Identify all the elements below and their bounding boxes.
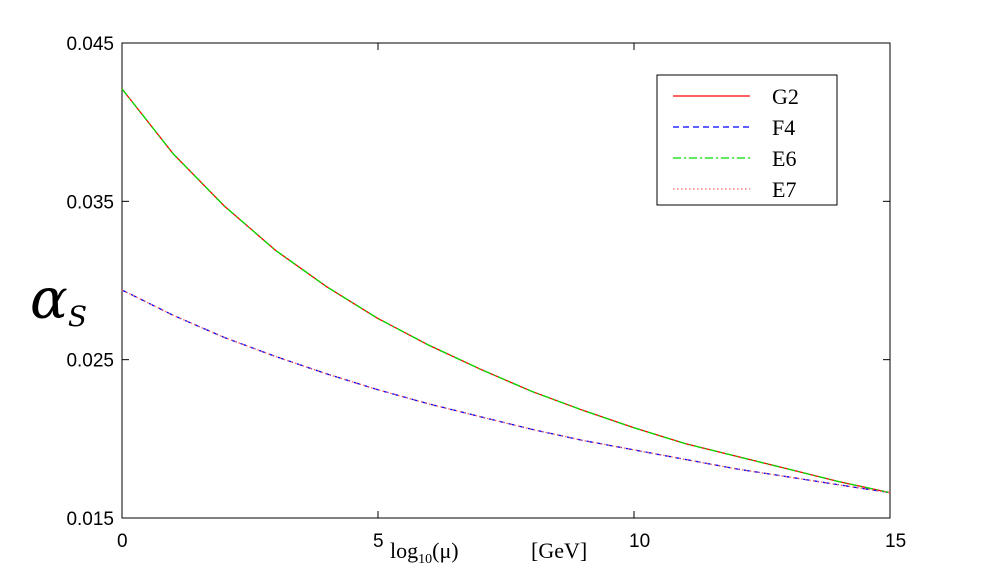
legend-label-f4: F4 [772,115,795,140]
y-tick-label: 0.015 [66,509,114,530]
series-layer [121,88,891,494]
legend-label-e6: E6 [772,146,796,171]
x-axis-label-arg: (μ) [432,538,458,563]
y-tick-label: 0.025 [66,351,114,372]
y-tick-label: 0.035 [66,192,114,213]
axis-ticks: 0 5 10 15 0.015 0.025 0.035 0.045 [66,34,906,552]
series-line-e6 [121,88,891,494]
x-tick-label: 5 [373,531,384,552]
legend-box [656,74,838,206]
x-tick-label: 0 [117,531,128,552]
y-axis-label-sub: S [68,300,87,333]
y-tick-label: 0.045 [66,34,114,55]
series-line-e7 [121,289,891,494]
legend-label-e7: E7 [772,177,796,202]
x-tick-label: 15 [885,531,906,552]
y-axis-label: αS [30,267,87,333]
y-axis-label-main: α [30,267,68,332]
x-axis-label: log10(μ) [390,538,459,567]
x-axis-label-main: log [390,538,418,563]
x-axis-label-sub: 10 [418,552,432,567]
x-tick-label: 10 [629,531,650,552]
legend-label-g2: G2 [772,84,799,109]
legend: G2 F4 E6 E7 [656,74,838,206]
legend-items: G2 F4 E6 E7 [673,84,799,202]
x-axis-unit: [GeV] [531,538,587,563]
